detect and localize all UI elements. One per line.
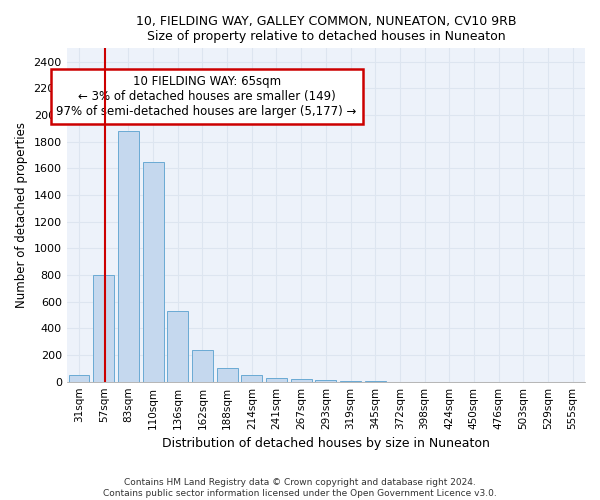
Bar	[266, 378, 287, 382]
Bar	[217, 368, 238, 382]
Bar	[316, 380, 337, 382]
Text: Contains HM Land Registry data © Crown copyright and database right 2024.
Contai: Contains HM Land Registry data © Crown c…	[103, 478, 497, 498]
Bar	[192, 350, 213, 382]
Y-axis label: Number of detached properties: Number of detached properties	[15, 122, 28, 308]
Bar	[118, 131, 139, 382]
Bar	[143, 162, 164, 382]
X-axis label: Distribution of detached houses by size in Nuneaton: Distribution of detached houses by size …	[162, 437, 490, 450]
Bar	[290, 379, 311, 382]
Bar	[167, 311, 188, 382]
Text: 10 FIELDING WAY: 65sqm
← 3% of detached houses are smaller (149)
97% of semi-det: 10 FIELDING WAY: 65sqm ← 3% of detached …	[56, 75, 357, 118]
Title: 10, FIELDING WAY, GALLEY COMMON, NUNEATON, CV10 9RB
Size of property relative to: 10, FIELDING WAY, GALLEY COMMON, NUNEATO…	[136, 15, 516, 43]
Bar	[68, 375, 89, 382]
Bar	[93, 275, 114, 382]
Bar	[241, 375, 262, 382]
Bar	[340, 381, 361, 382]
